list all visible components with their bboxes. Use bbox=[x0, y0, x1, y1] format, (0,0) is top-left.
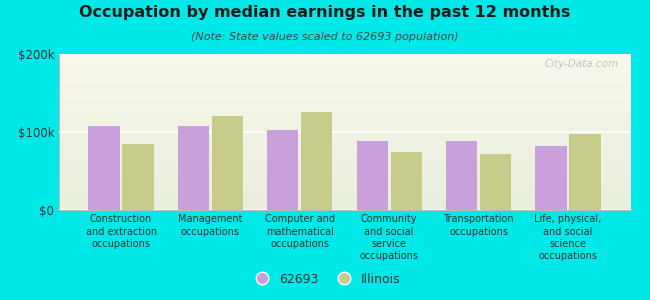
Bar bbox=[88, 126, 120, 210]
Bar bbox=[178, 126, 209, 210]
Bar bbox=[446, 141, 477, 210]
Bar bbox=[357, 141, 388, 210]
Bar bbox=[536, 146, 567, 210]
Text: City-Data.com: City-Data.com bbox=[545, 59, 619, 69]
Bar bbox=[569, 134, 601, 210]
Bar bbox=[122, 144, 153, 210]
Bar bbox=[212, 116, 243, 210]
Legend: 62693, Illinois: 62693, Illinois bbox=[244, 268, 406, 291]
Bar bbox=[391, 152, 422, 210]
Text: (Note: State values scaled to 62693 population): (Note: State values scaled to 62693 popu… bbox=[191, 32, 459, 41]
Bar bbox=[480, 154, 511, 210]
Bar bbox=[301, 112, 332, 210]
Bar bbox=[267, 130, 298, 210]
Text: Occupation by median earnings in the past 12 months: Occupation by median earnings in the pas… bbox=[79, 4, 571, 20]
